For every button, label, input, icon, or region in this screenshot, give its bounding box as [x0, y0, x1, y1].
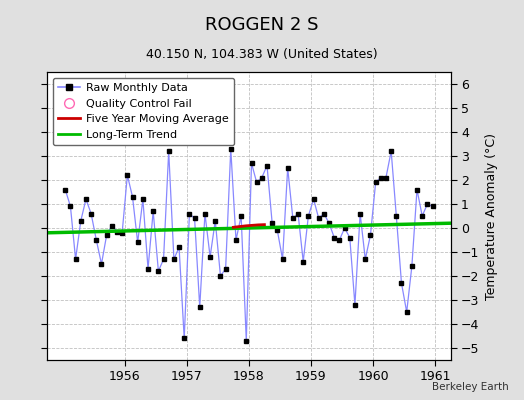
Legend: Raw Monthly Data, Quality Control Fail, Five Year Moving Average, Long-Term Tren: Raw Monthly Data, Quality Control Fail, …	[53, 78, 234, 145]
Text: 40.150 N, 104.383 W (United States): 40.150 N, 104.383 W (United States)	[146, 48, 378, 61]
Text: Berkeley Earth: Berkeley Earth	[432, 382, 508, 392]
Y-axis label: Temperature Anomaly (°C): Temperature Anomaly (°C)	[485, 132, 498, 300]
Text: ROGGEN 2 S: ROGGEN 2 S	[205, 16, 319, 34]
